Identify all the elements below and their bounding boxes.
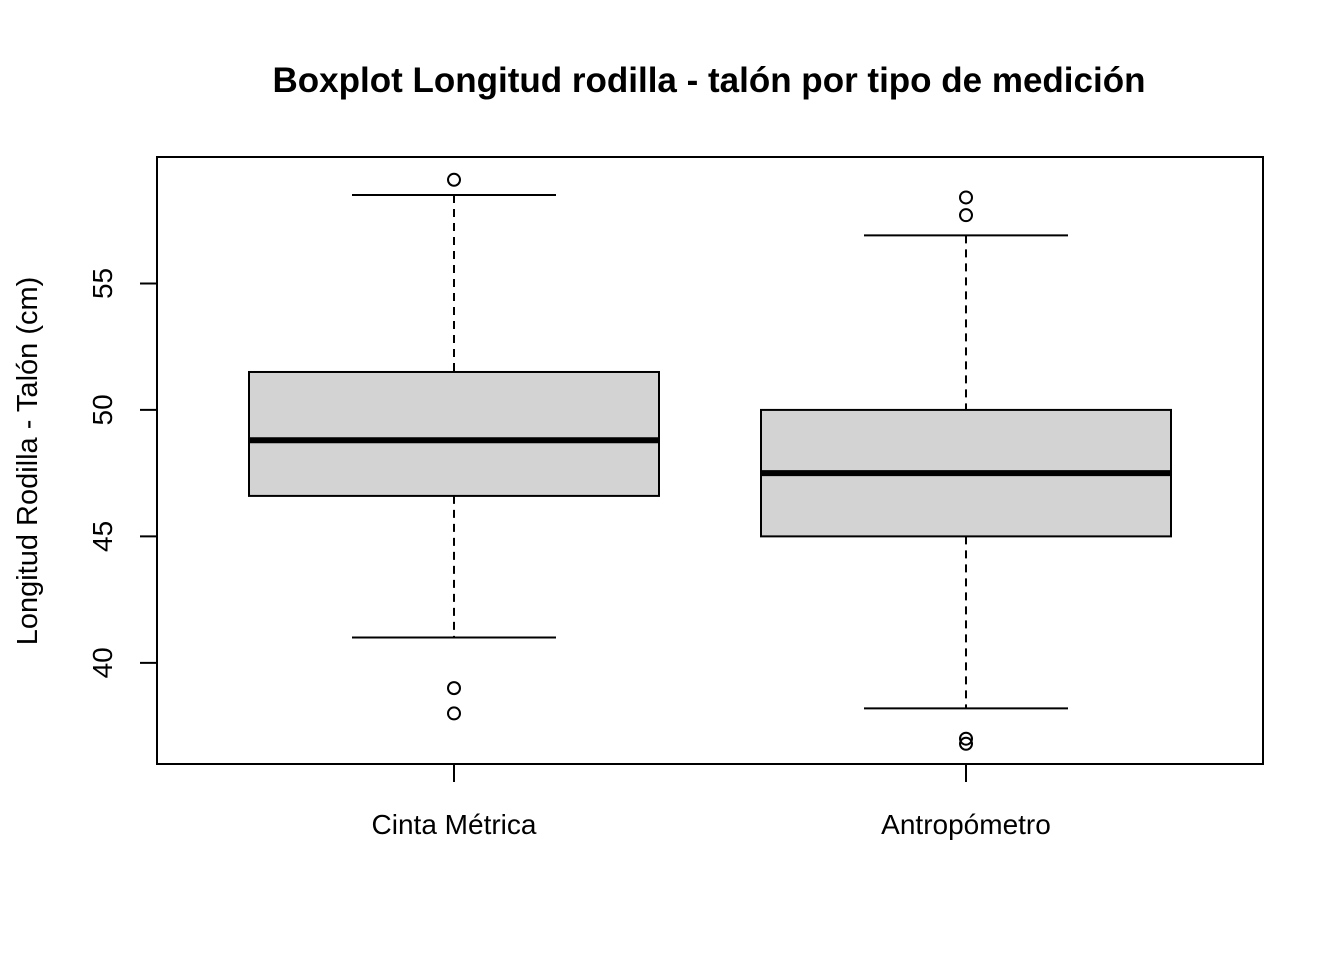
- y-tick-label: 55: [87, 268, 118, 299]
- y-tick-label: 45: [87, 521, 118, 552]
- outlier-point: [447, 706, 461, 721]
- chart-title: Boxplot Longitud rodilla - talón por tip…: [273, 61, 1146, 100]
- outlier-point: [959, 190, 973, 205]
- y-tick-label: 40: [87, 647, 118, 678]
- box-group: [248, 172, 660, 721]
- x-tick-label: Cinta Métrica: [372, 809, 537, 840]
- outlier-point: [447, 681, 461, 696]
- box-iqr: [248, 370, 660, 497]
- outlier-point: [959, 208, 973, 223]
- y-axis: 40 45 50 55: [87, 268, 158, 678]
- outlier-point: [447, 172, 461, 187]
- plot-layer: [248, 172, 1172, 751]
- outlier-point: [959, 731, 973, 746]
- box-group: [760, 190, 1172, 751]
- outlier-point: [959, 736, 973, 751]
- x-axis: Cinta Métrica Antropómetro: [372, 764, 1051, 840]
- x-tick-label: Antropómetro: [881, 809, 1051, 840]
- y-axis-label: Longitud Rodilla - Talón (cm): [12, 277, 44, 646]
- y-tick-label: 50: [87, 394, 118, 425]
